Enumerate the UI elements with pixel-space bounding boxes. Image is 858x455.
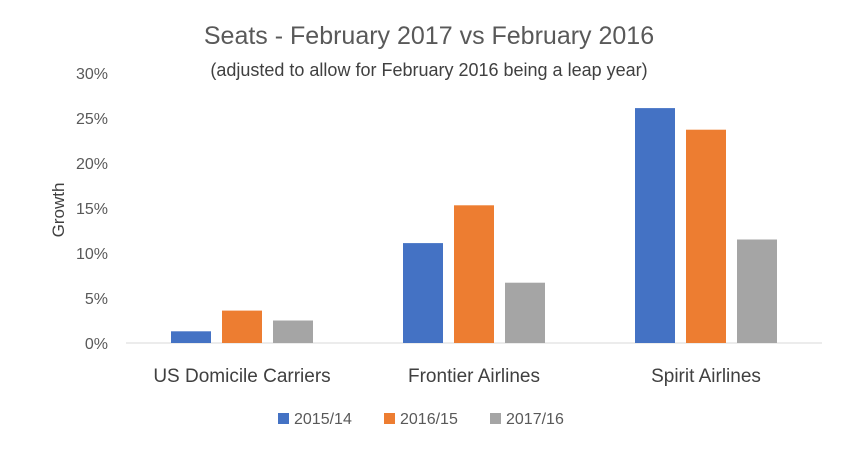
y-tick-label: 15% — [76, 201, 108, 218]
y-tick-label: 30% — [76, 66, 108, 83]
legend-swatch — [278, 413, 289, 424]
y-tick-label: 0% — [85, 336, 108, 353]
bar — [403, 243, 443, 343]
legend-swatch — [384, 413, 395, 424]
y-axis-ticks: 0% 5% 10% 15% 20% 25% 30% — [76, 66, 108, 353]
bar — [454, 205, 494, 343]
legend-label: 2015/14 — [294, 411, 352, 428]
y-tick-label: 5% — [85, 291, 108, 308]
y-tick-label: 20% — [76, 156, 108, 173]
x-category-label: US Domicile Carriers — [153, 366, 330, 387]
y-axis-label: Growth — [49, 183, 68, 238]
bars-group — [171, 108, 777, 343]
legend-label: 2017/16 — [506, 411, 564, 428]
bar — [635, 108, 675, 343]
bar — [171, 331, 211, 343]
x-category-label: Spirit Airlines — [651, 366, 761, 387]
y-tick-label: 25% — [76, 111, 108, 128]
y-tick-label: 10% — [76, 246, 108, 263]
chart-subtitle: (adjusted to allow for February 2016 bei… — [210, 60, 647, 80]
x-category-label: Frontier Airlines — [408, 366, 540, 387]
legend: 2015/14 2016/15 2017/16 — [278, 411, 564, 428]
legend-swatch — [490, 413, 501, 424]
bar — [222, 310, 262, 343]
chart-title: Seats - February 2017 vs February 2016 — [204, 22, 654, 50]
x-axis-category-labels: US Domicile Carriers Frontier Airlines Spi… — [153, 366, 761, 387]
bar — [273, 320, 313, 343]
legend-label: 2016/15 — [400, 411, 458, 428]
bar — [737, 239, 777, 343]
bar — [505, 282, 545, 343]
bar — [686, 129, 726, 343]
